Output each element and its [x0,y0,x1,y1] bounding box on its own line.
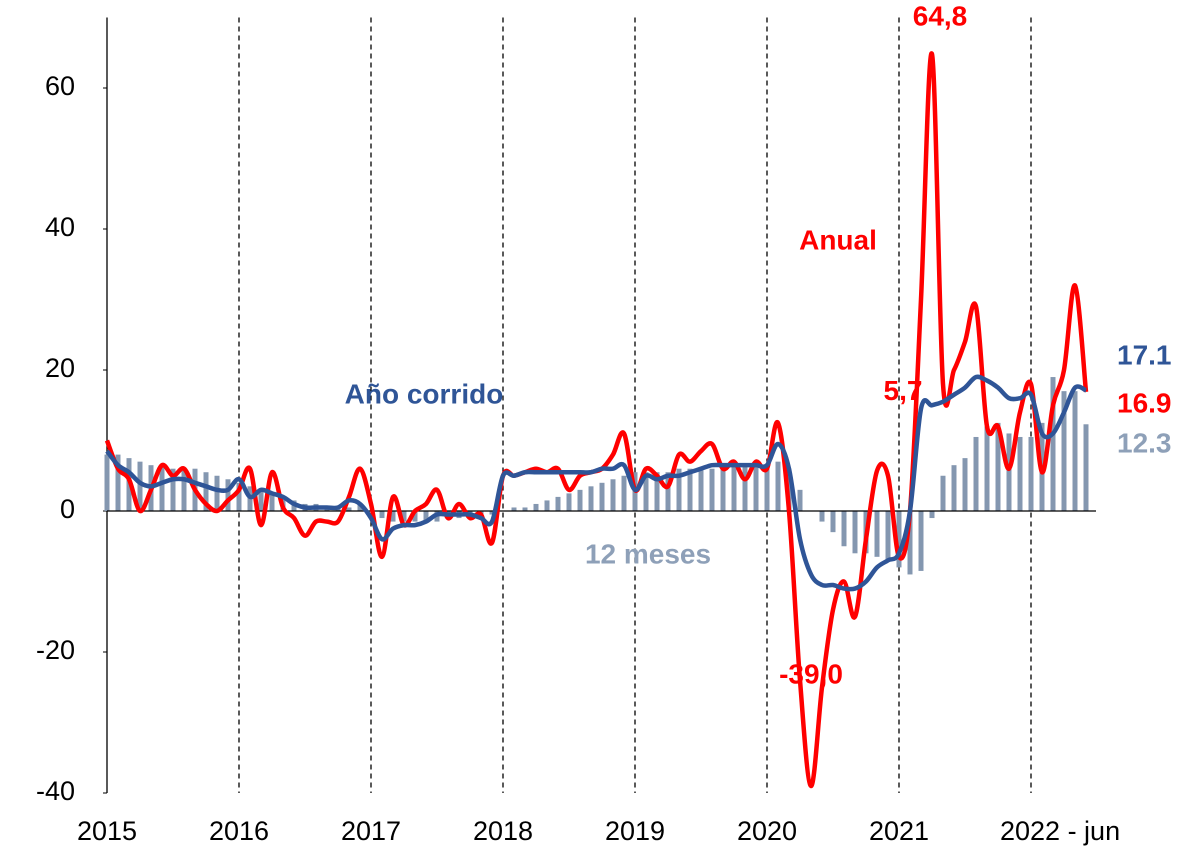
bar [819,511,825,522]
bar [753,465,759,511]
bar [610,479,616,511]
bar [896,511,902,568]
x-tick-label: 2021 [869,816,929,846]
bar [390,511,396,522]
bar [104,454,110,511]
bar [489,511,495,515]
bar [676,468,682,511]
bar [555,496,561,511]
bar [940,475,946,511]
bar [775,461,781,511]
bar [731,465,737,511]
bar [588,486,594,511]
bar [511,507,517,511]
x-tick-label: 2020 [737,816,797,846]
bar [412,511,418,522]
y-tick-label: 20 [45,353,75,383]
bar [852,511,858,554]
bar [225,479,231,511]
x-tick-label: 2022 - jun [1000,816,1120,846]
value-label: 5,7 [884,375,923,406]
bar [577,489,583,511]
value-label: 64,8 [913,1,968,32]
bar [1061,391,1067,511]
bar [962,458,968,511]
bar [258,489,264,511]
bar [764,465,770,511]
bar [1072,391,1078,511]
bar [621,475,627,511]
bar [654,472,660,511]
bar [951,465,957,511]
y-tick-label: 40 [45,212,75,242]
y-tick-label: 0 [60,494,75,524]
x-tick-label: 2015 [77,816,137,846]
bar [709,468,715,511]
bar [269,493,275,511]
bar [544,500,550,511]
bar [929,511,935,519]
bar [874,511,880,557]
bar [797,489,803,511]
bar [159,465,165,511]
line [104,51,1089,789]
bar [214,475,220,511]
bar [1050,377,1056,511]
bar [907,511,913,575]
bar [665,472,671,511]
value-label: 12.3 [1117,427,1172,458]
bar [995,422,1001,511]
bar [1017,436,1023,511]
bar [181,468,187,511]
bar [203,472,209,511]
bar [643,472,649,511]
bar [1028,436,1034,511]
x-tick-label: 2019 [605,816,665,846]
bar [522,507,528,511]
y-tick-label: -20 [36,635,75,665]
x-tick-label: 2017 [341,816,401,846]
bar [885,511,891,561]
bar [830,511,836,533]
bar [423,511,429,522]
bar [566,493,572,511]
bar [533,503,539,511]
bar [401,511,407,522]
y-tick-label: -40 [36,776,75,806]
bar [357,503,363,511]
bar [137,461,143,511]
bar [170,468,176,511]
bar [918,511,924,571]
value-label: 17.1 [1117,339,1172,370]
x-tick-label: 2016 [209,816,269,846]
bar [599,482,605,511]
bar [687,468,693,511]
x-tick-label: 2018 [473,816,533,846]
bar [698,468,704,511]
line [105,374,1087,592]
bar [1083,424,1089,511]
bar [346,507,352,511]
value-label: 16.9 [1117,387,1172,418]
value-label: -39,0 [779,658,843,689]
bar [379,511,385,519]
bar [115,454,121,511]
bar [720,465,726,511]
bar [1006,433,1012,511]
bar [973,436,979,511]
series-label: 12 meses [585,538,711,569]
bar [984,426,990,511]
series-label: Año corrido [345,378,504,409]
series-label: Anual [799,224,877,255]
bar [841,511,847,547]
y-tick-label: 60 [45,71,75,101]
bar [236,482,242,511]
bar [742,465,748,511]
